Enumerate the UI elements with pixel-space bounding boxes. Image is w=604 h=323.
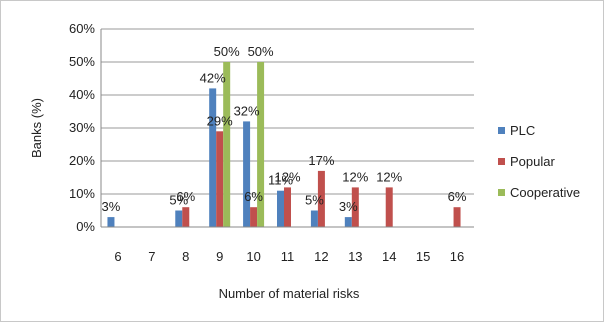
bar-popular [453, 207, 461, 227]
x-tick-label: 14 [382, 249, 396, 264]
y-tick-label: 30% [69, 120, 95, 135]
bar-popular [182, 207, 190, 227]
data-label: 5% [169, 193, 188, 208]
bar-plc [107, 217, 115, 227]
data-label: 17% [308, 153, 334, 168]
y-tick-label: 50% [69, 54, 95, 69]
axes: 0% 10% 20% 30% 40% 50% 60% 6 7 8 9 10 11 12 13 14 15 16 [69, 21, 474, 264]
y-tick-label: 10% [69, 186, 95, 201]
legend-swatch-cooperative [498, 189, 505, 196]
bar-plc [277, 190, 284, 227]
x-tick-label: 9 [216, 249, 223, 264]
y-tick-label: 20% [69, 153, 95, 168]
data-label: 12% [342, 169, 368, 184]
legend-swatch-plc [498, 127, 505, 134]
data-label: 42% [200, 70, 226, 85]
bar-cooperative [257, 62, 265, 227]
y-tick-label: 40% [69, 87, 95, 102]
data-label: 3% [102, 199, 121, 214]
bar-popular [351, 187, 359, 227]
y-tick-label: 0% [76, 219, 95, 234]
bar-popular [317, 170, 325, 227]
legend: PLC Popular Cooperative [498, 123, 580, 200]
x-tick-label: 16 [450, 249, 464, 264]
bar-plc [243, 121, 251, 227]
x-tick-label: 12 [314, 249, 328, 264]
x-tick-label: 6 [114, 249, 121, 264]
data-label: 5% [305, 193, 324, 208]
bar-plc [310, 210, 318, 227]
legend-label-popular: Popular [510, 154, 555, 169]
bar-popular [385, 187, 393, 227]
data-label: 12% [376, 169, 402, 184]
legend-label-cooperative: Cooperative [510, 185, 580, 200]
data-label: 50% [248, 44, 274, 59]
x-axis-title: Number of material risks [219, 286, 360, 301]
data-label: 6% [244, 189, 263, 204]
x-tick-label: 7 [148, 249, 155, 264]
data-label: 11% [268, 173, 293, 188]
x-tick-label: 11 [281, 249, 295, 264]
y-axis-title: Banks (%) [29, 98, 44, 158]
bar-plc [209, 88, 217, 228]
bar-plc [344, 217, 352, 227]
x-tick-label: 15 [416, 249, 430, 264]
bar-popular [284, 187, 291, 227]
bar-popular [250, 207, 258, 227]
x-tick-label: 8 [182, 249, 189, 264]
data-label: 12% [274, 169, 300, 184]
bar-cooperative [223, 62, 231, 227]
bar-plc [175, 210, 183, 227]
data-label: 6% [176, 189, 195, 204]
y-tick-label: 60% [69, 21, 95, 36]
data-label: 32% [234, 103, 260, 118]
bar-popular [216, 131, 224, 227]
data-label: 29% [207, 113, 233, 128]
bars [107, 62, 461, 228]
data-label: 3% [339, 199, 358, 214]
data-label: 50% [214, 44, 240, 59]
x-tick-label: 10 [246, 249, 260, 264]
gridlines [101, 28, 474, 228]
data-label: 6% [448, 189, 467, 204]
legend-label-plc: PLC [510, 123, 535, 138]
data-labels: 3% 5% 42% 32% 11% 5% 3% 6% 29% 6% 12% 17% 12% 12% 6% 50… [102, 44, 467, 214]
legend-swatch-popular [498, 158, 505, 165]
x-tick-label: 13 [348, 249, 362, 264]
